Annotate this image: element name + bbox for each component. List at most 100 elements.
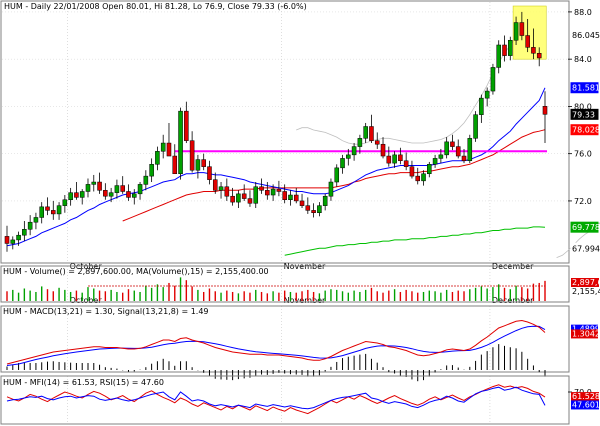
candlesticks [4, 11, 548, 252]
mfi-rsi-axis: 70.061.5287147.6010 [568, 388, 600, 410]
macd-plot [6, 319, 546, 382]
ma-green-line [284, 226, 546, 256]
candle-body [536, 53, 542, 59]
price-tag-box [570, 242, 599, 254]
candle-body [10, 239, 16, 244]
month-label-volume: November [284, 296, 326, 305]
candle-body [103, 190, 108, 197]
candle-body [508, 40, 513, 56]
candle-body [212, 179, 218, 191]
price-tag-label: 79.33 [572, 110, 595, 119]
candle-body [502, 44, 507, 56]
candle-body [108, 192, 114, 197]
volume-bars [6, 277, 546, 301]
candle-body [56, 205, 62, 215]
candle-body [120, 185, 125, 192]
candle-body [467, 138, 473, 162]
candle-body [178, 110, 183, 175]
candle-body [369, 126, 374, 141]
price-tag-box [570, 124, 599, 136]
candle-body [328, 181, 334, 197]
candle-body [155, 151, 160, 165]
candle-body [79, 191, 85, 198]
candle-body [68, 192, 73, 200]
candle-body [531, 47, 536, 54]
candle-body [33, 217, 39, 223]
volume-tag-box [571, 287, 599, 296]
candle-body [259, 186, 264, 191]
candle-body [398, 154, 403, 162]
candle-body [322, 195, 328, 206]
candle-body [91, 181, 97, 185]
rsi-line [6, 386, 546, 410]
candle-body [247, 198, 253, 204]
candle-body [374, 140, 380, 145]
price-tag-label: 81.5814 [572, 84, 600, 93]
macd-axis: 1.489981.30428 [571, 324, 600, 339]
macd-tag-label: 1.30428 [572, 329, 600, 338]
price-tag-box [570, 29, 599, 41]
highlight-box [512, 5, 547, 60]
candle-body [293, 194, 299, 202]
price-tag-box [570, 82, 599, 94]
volume-panel-frame [0, 265, 570, 303]
candle-body [415, 175, 421, 182]
price-tick-label: 84.0 [574, 55, 592, 64]
candle-body [403, 160, 409, 167]
candle-body [74, 192, 79, 198]
candle-body [16, 234, 21, 241]
candle-body [166, 142, 172, 157]
price-tag-label: 69.7783 [572, 223, 600, 232]
mfi-tag-box [571, 400, 599, 410]
candle-body [131, 193, 137, 198]
price-indicator-lines [6, 34, 600, 258]
candle-body [351, 146, 357, 156]
mfi-rsi-label: HUM - MFI(14) = 61.53, RSI(15) = 47.60 [3, 378, 164, 387]
candle-body [282, 191, 287, 200]
candle-body [143, 175, 149, 185]
macd-line [6, 319, 546, 365]
candle-body [160, 142, 166, 152]
macd-tag-label: 1.48998 [572, 325, 600, 334]
candle-body [184, 110, 189, 141]
candle-body [427, 164, 432, 175]
candle-body [409, 166, 415, 177]
candle-body [189, 140, 195, 171]
candle-body [299, 200, 305, 206]
price-tick-label: 76.0 [574, 150, 592, 159]
candle-body [149, 164, 154, 177]
candle-body [207, 166, 212, 180]
candle-body [490, 67, 496, 92]
price-panel-frame [0, 0, 570, 264]
mfi-tag-label: 47.6010 [572, 400, 600, 409]
candle-body [317, 205, 322, 213]
candle-body [432, 158, 438, 165]
macd-tag-box [571, 329, 598, 339]
volume-label: HUM - Volume() = 2,897,600.00, MA(Volume… [3, 267, 269, 276]
candle-body [137, 184, 143, 195]
candle-body [380, 143, 386, 157]
candle-body [265, 190, 270, 196]
candle-body [85, 184, 91, 192]
mfi-tag-box [571, 392, 599, 402]
month-label-volume: December [492, 296, 534, 305]
candle-body [172, 155, 178, 175]
candle-body [392, 154, 397, 164]
mfi-tag-label: 61.52871 [572, 392, 600, 401]
price-tag-label: 78.0285 [572, 126, 600, 135]
candle-body [195, 159, 201, 171]
candle-body [126, 191, 131, 198]
mfi-line [6, 384, 546, 415]
candle-body [270, 188, 276, 196]
chart-title: HUM - Daily 22/01/2008 Open 80.01, Hi 81… [4, 2, 307, 11]
candle-body [363, 126, 368, 139]
volume-tag-label: 2,897,600 [572, 278, 600, 287]
candle-body [421, 173, 426, 182]
ma-blue-line [6, 87, 546, 247]
candle-body [334, 167, 340, 183]
candle-body [357, 138, 363, 147]
candle-body [22, 229, 27, 236]
